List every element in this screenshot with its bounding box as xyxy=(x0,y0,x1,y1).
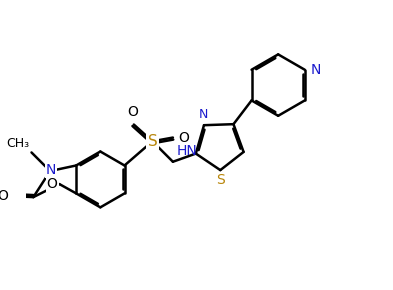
Text: O: O xyxy=(178,130,189,144)
Text: O: O xyxy=(127,105,138,119)
Text: N: N xyxy=(198,108,208,122)
Text: N: N xyxy=(46,163,56,177)
Text: S: S xyxy=(216,173,225,187)
Text: O: O xyxy=(0,189,8,203)
Text: N: N xyxy=(310,63,321,77)
Text: S: S xyxy=(147,134,157,149)
Text: O: O xyxy=(47,177,57,191)
Text: HN: HN xyxy=(176,144,197,158)
Text: CH₃: CH₃ xyxy=(7,137,29,150)
